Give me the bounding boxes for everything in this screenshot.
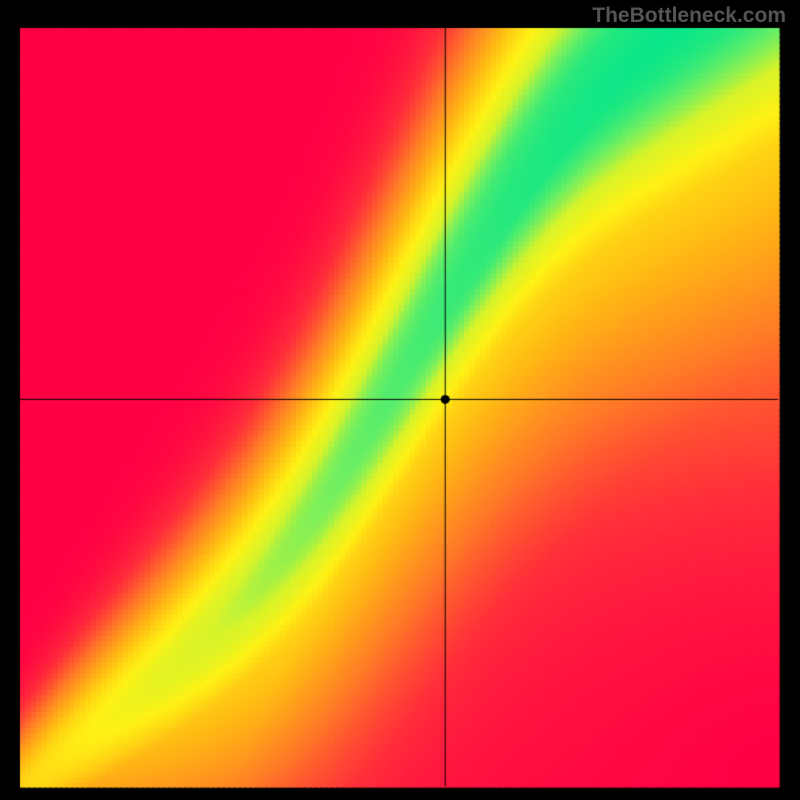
watermark-text: TheBottleneck.com — [592, 4, 786, 28]
bottleneck-heatmap — [0, 0, 800, 800]
